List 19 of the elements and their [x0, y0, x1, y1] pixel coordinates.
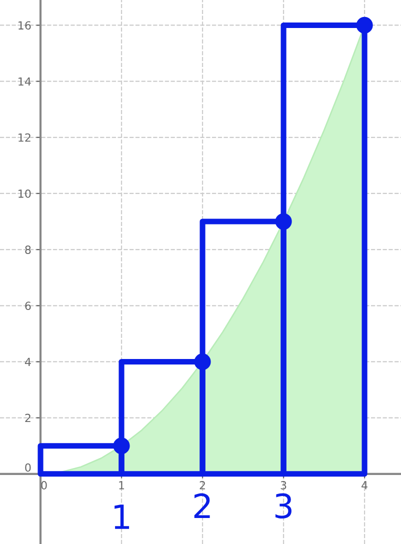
- point: [194, 353, 211, 370]
- y-tick-label: 6: [25, 302, 31, 310]
- point: [356, 16, 373, 34]
- point: [275, 213, 292, 230]
- y-tick-label: 0: [25, 463, 31, 472]
- y-tick-label: 10: [18, 189, 31, 198]
- x-tick-label: 2: [200, 481, 205, 490]
- y-tick-label: 2: [25, 414, 30, 422]
- x-tick-label: 3: [280, 481, 286, 490]
- y-tick-label: 12: [18, 133, 30, 142]
- x-tick-label: 1: [119, 481, 124, 490]
- y-tick-label: 16: [18, 21, 31, 30]
- point: [113, 438, 130, 454]
- y-tick-label: 4: [24, 358, 31, 366]
- y-tick-label: 8: [25, 246, 31, 254]
- annotation: 1: [114, 504, 130, 529]
- y-tick-label: 14: [18, 77, 31, 86]
- x-tick-label: 0: [41, 481, 47, 490]
- x-tick-label: 4: [362, 481, 368, 490]
